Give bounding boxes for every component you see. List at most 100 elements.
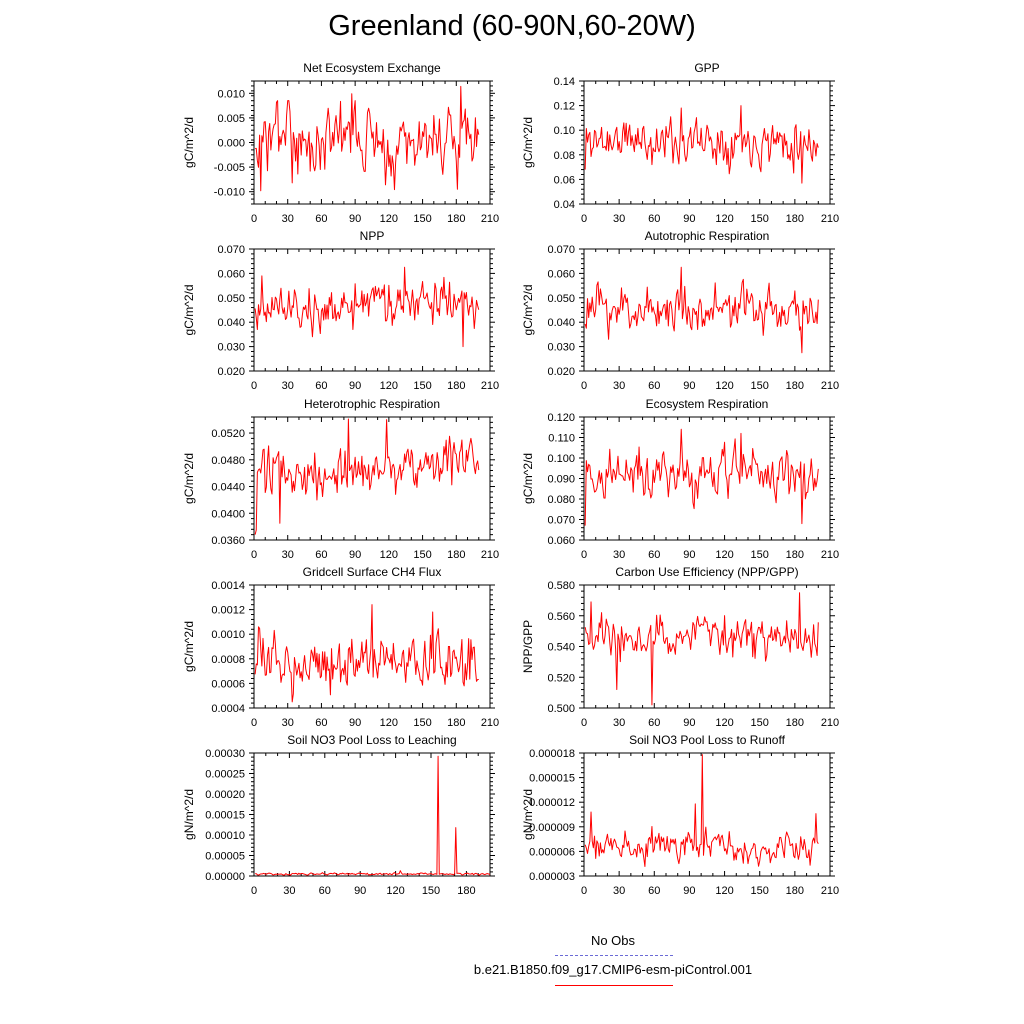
x-tick-label: 120 [380, 213, 398, 225]
chart-panel-soil-no3-pool-loss-to-runoff: Soil NO3 Pool Loss to Runoff gN/m^2/d 0 30 6… [521, 733, 839, 897]
x-tick-label: 30 [282, 380, 294, 392]
plot-frame [253, 584, 491, 709]
y-axis-label: gC/m^2/d [182, 117, 196, 168]
data-series-line [584, 592, 819, 706]
figure-title: Greenland (60-90N,60-20W) [328, 10, 696, 42]
x-tick-label: 90 [349, 380, 361, 392]
x-tick-label: 0 [581, 885, 587, 897]
x-tick-label: 150 [751, 549, 769, 561]
x-tick-label: 0 [251, 717, 257, 729]
y-tick-label: 0.04 [554, 199, 575, 211]
x-tick-label: 150 [751, 380, 769, 392]
x-tick-label: 120 [386, 885, 404, 897]
plot-frame [583, 248, 831, 372]
y-tick-label: 0.080 [547, 494, 575, 506]
y-tick-label: 0.00025 [205, 769, 245, 781]
data-series-line [254, 418, 480, 535]
panel-title: NPP [360, 229, 385, 243]
x-tick-label: 60 [315, 213, 327, 225]
x-tick-label: 30 [613, 549, 625, 561]
x-tick-label: 180 [447, 717, 465, 729]
panel-title: Net Ecosystem Exchange [303, 61, 441, 75]
x-tick-label: 60 [648, 380, 660, 392]
x-tick-label: 30 [282, 549, 294, 561]
chart-panel-gpp: GPP gC/m^2/d 0 30 60 90 120 150 180 210 0.04 0.06 0.… [521, 61, 839, 225]
x-tick-label: 90 [349, 549, 361, 561]
legend-line-no-obs [555, 955, 673, 956]
x-tick-label: 210 [821, 549, 839, 561]
data-series-line [255, 755, 491, 876]
x-tick-label: 120 [715, 549, 733, 561]
x-tick-label: 90 [349, 213, 361, 225]
y-axis-label: gC/m^2/d [521, 117, 535, 168]
x-tick-label: 180 [457, 885, 475, 897]
y-tick-label: 0.030 [217, 342, 245, 354]
data-series-line [255, 85, 480, 192]
panel-title: Soil NO3 Pool Loss to Runoff [629, 733, 786, 747]
x-tick-label: 180 [786, 549, 804, 561]
y-tick-label: 0.060 [547, 268, 575, 280]
panel-title: Gridcell Surface CH4 Flux [303, 565, 442, 579]
y-tick-label: 0.00005 [205, 851, 245, 863]
x-tick-label: 180 [786, 213, 804, 225]
x-tick-label: 120 [715, 380, 733, 392]
x-tick-label: 180 [447, 549, 465, 561]
data-series-line [584, 754, 819, 867]
x-tick-label: 30 [282, 717, 294, 729]
y-tick-label: 0.000003 [529, 871, 575, 883]
y-tick-label: 0.0010 [211, 629, 245, 641]
x-tick-label: 210 [821, 717, 839, 729]
chart-panel-autotrophic-respiration: Autotrophic Respiration gC/m^2/d 0 30 60 90 12… [521, 229, 839, 392]
x-tick-label: 0 [581, 717, 587, 729]
y-tick-label: 0.0008 [211, 654, 245, 666]
x-tick-label: 60 [315, 717, 327, 729]
x-tick-label: 60 [315, 549, 327, 561]
y-tick-label: 0.12 [554, 101, 575, 113]
x-tick-label: 180 [786, 717, 804, 729]
x-tick-label: 150 [422, 885, 440, 897]
x-tick-label: 120 [380, 380, 398, 392]
y-tick-label: 0.0006 [211, 678, 245, 690]
y-tick-label: 0.070 [547, 244, 575, 256]
y-axis-label: gC/m^2/d [182, 285, 196, 336]
y-tick-label: 0.0520 [211, 428, 245, 440]
y-tick-label: 0.08 [554, 150, 575, 162]
x-tick-label: 120 [380, 549, 398, 561]
legend-line-model-run [555, 985, 673, 986]
x-tick-label: 150 [413, 717, 431, 729]
x-tick-label: 0 [251, 380, 257, 392]
x-tick-label: 150 [413, 213, 431, 225]
y-tick-label: 0.0440 [211, 482, 245, 494]
y-axis-label: gC/m^2/d [521, 453, 535, 504]
x-tick-label: 60 [319, 885, 331, 897]
chart-panel-gridcell-surface-ch4-flux: Gridcell Surface CH4 Flux gC/m^2/d 0 30 60 90… [182, 565, 499, 729]
plot-frame [583, 80, 831, 205]
y-tick-label: 0.100 [547, 453, 575, 465]
y-tick-label: 0.580 [547, 580, 575, 592]
x-tick-label: 0 [581, 380, 587, 392]
data-series-line [584, 105, 819, 184]
x-tick-label: 210 [481, 717, 499, 729]
x-tick-label: 120 [715, 717, 733, 729]
x-tick-label: 0 [251, 213, 257, 225]
x-tick-label: 30 [613, 380, 625, 392]
x-tick-label: 30 [613, 213, 625, 225]
x-tick-label: 0 [581, 213, 587, 225]
x-tick-label: 180 [786, 885, 804, 897]
y-tick-label: 0.060 [217, 268, 245, 280]
y-tick-label: 0.000012 [529, 797, 575, 809]
x-tick-label: 210 [481, 213, 499, 225]
x-tick-label: 60 [648, 549, 660, 561]
y-axis-label: NPP/GPP [521, 620, 535, 673]
x-tick-label: 180 [447, 213, 465, 225]
y-tick-label: 0.070 [547, 515, 575, 527]
y-tick-label: 0.00030 [205, 748, 245, 760]
x-tick-label: 60 [648, 885, 660, 897]
chart-panel-net-ecosystem-exchange: Net Ecosystem Exchange gC/m^2/d 0 30 60 90 120… [182, 61, 499, 225]
x-tick-label: 0 [251, 549, 257, 561]
x-tick-label: 60 [648, 717, 660, 729]
y-tick-label: 0.020 [547, 366, 575, 378]
x-tick-label: 60 [315, 380, 327, 392]
x-tick-label: 150 [413, 549, 431, 561]
y-tick-label: -0.010 [214, 187, 245, 199]
